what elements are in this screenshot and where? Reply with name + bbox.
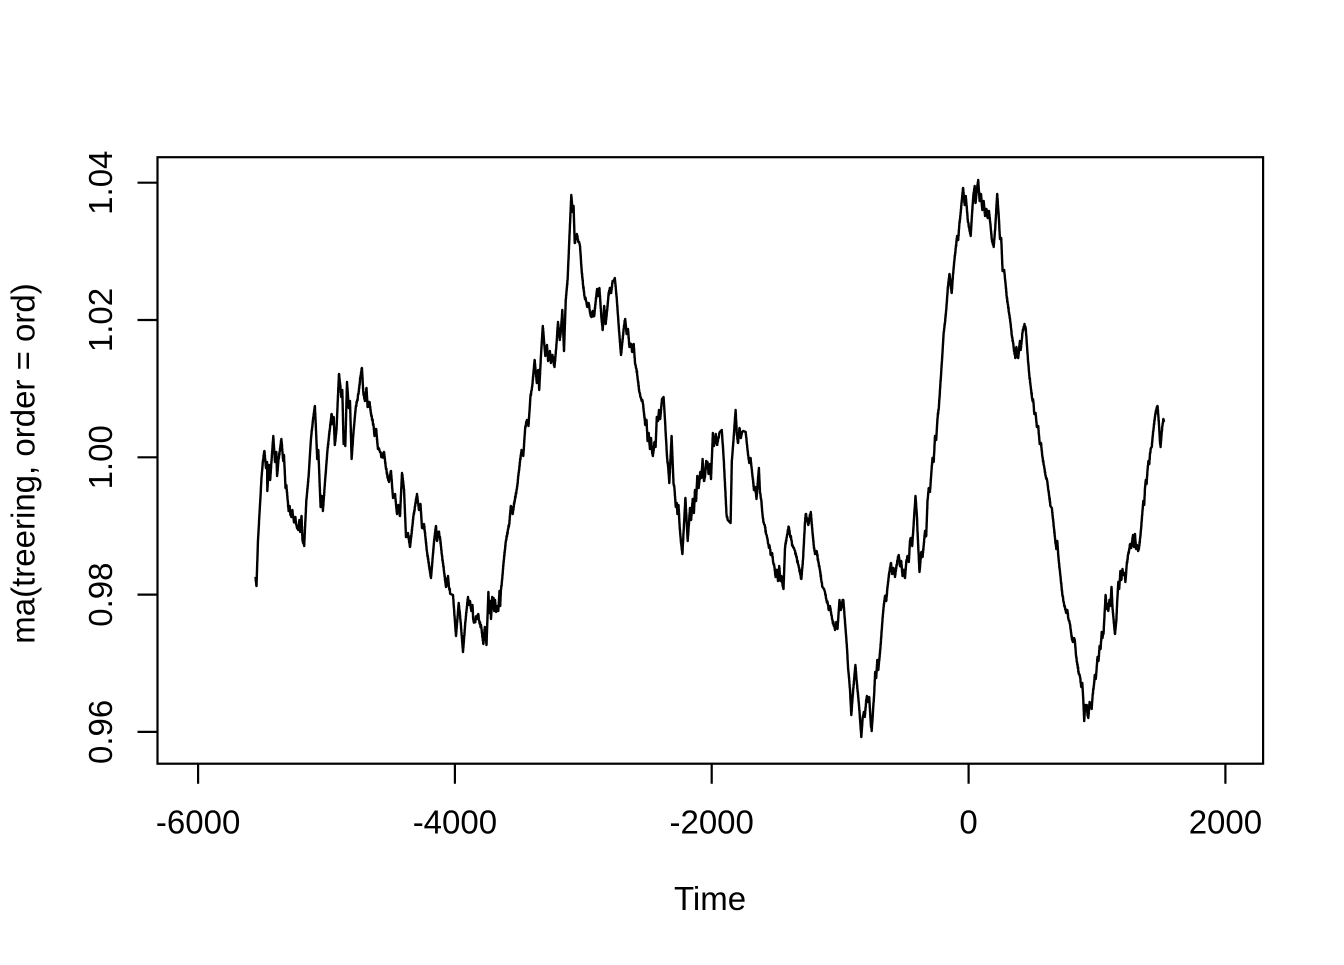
svg-text:1.00: 1.00	[82, 425, 119, 489]
svg-text:-6000: -6000	[156, 804, 240, 841]
svg-text:Time: Time	[674, 880, 746, 917]
svg-text:-4000: -4000	[413, 804, 497, 841]
svg-text:0.98: 0.98	[82, 562, 119, 626]
svg-text:1.04: 1.04	[82, 151, 119, 215]
svg-text:0: 0	[959, 804, 977, 841]
svg-text:ma(treering, order = ord): ma(treering, order = ord)	[5, 283, 42, 643]
svg-text:2000: 2000	[1189, 804, 1262, 841]
svg-text:-2000: -2000	[669, 804, 753, 841]
svg-text:1.02: 1.02	[82, 288, 119, 352]
svg-text:0.96: 0.96	[82, 700, 119, 764]
